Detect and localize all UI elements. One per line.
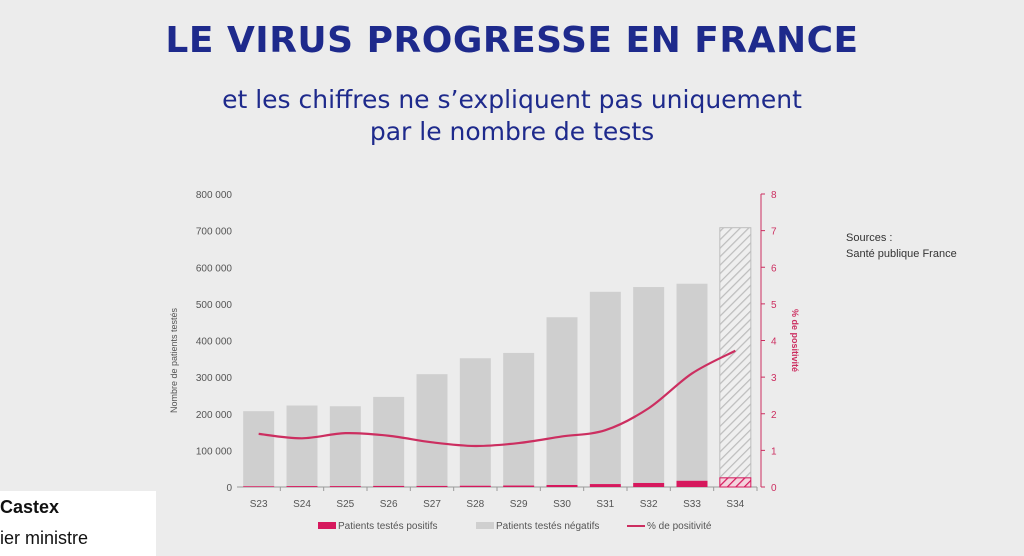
x-tick-label: S25 xyxy=(336,499,354,510)
x-tick-label: S24 xyxy=(293,499,311,510)
legend-label: % de positivité xyxy=(647,521,712,532)
chart-line xyxy=(258,349,736,448)
bar-positifs xyxy=(719,477,752,488)
bar-positifs xyxy=(373,485,405,487)
right-axis-label: % de positivité xyxy=(790,309,800,372)
bar-negatifs xyxy=(286,405,318,487)
chart-axes: 0 100 000 200 000 300 000 400 000 500 000 600 … xyxy=(169,190,800,510)
x-tick-label: S26 xyxy=(380,499,398,510)
right-tick-label: 1 xyxy=(771,446,777,457)
right-tick-label: 5 xyxy=(771,300,777,311)
bar-positifs xyxy=(416,485,448,487)
sources-note: Sources : Santé publique France xyxy=(846,230,957,262)
right-tick-label: 0 xyxy=(771,483,777,494)
bar-negatifs xyxy=(329,406,361,487)
x-tick-label: S33 xyxy=(683,499,701,510)
sources-name: Santé publique France xyxy=(846,248,957,260)
positivity-line xyxy=(258,349,736,448)
chart-title: LE VIRUS PROGRESSE EN FRANCE xyxy=(165,20,859,61)
right-tick-label: 3 xyxy=(771,373,777,384)
right-tick-label: 4 xyxy=(771,337,777,348)
bar-negatifs xyxy=(633,287,665,483)
x-tick-label: S34 xyxy=(726,499,744,510)
bar-positifs xyxy=(546,484,578,487)
y-tick-label: 500 000 xyxy=(196,300,233,311)
bar-positifs xyxy=(243,486,275,487)
subtitle-line-2: par le nombre de tests xyxy=(369,117,655,146)
bar-positifs xyxy=(676,480,708,487)
legend-label: Patients testés négatifs xyxy=(496,521,599,532)
bar-positifs xyxy=(633,482,665,487)
bar-negatifs xyxy=(243,411,275,487)
bar-negatifs xyxy=(459,358,491,486)
bar-negatifs xyxy=(546,317,578,485)
speaker-name: Castex xyxy=(0,497,60,517)
bar-negatifs xyxy=(589,291,621,485)
y-tick-label: 800 000 xyxy=(196,190,233,201)
x-tick-label: S28 xyxy=(466,499,484,510)
y-tick-label: 300 000 xyxy=(196,373,233,384)
bar-positifs xyxy=(589,484,621,487)
speaker-caption: Castex ier ministre xyxy=(0,491,156,556)
x-tick-label: S30 xyxy=(553,499,571,510)
y-tick-label: 700 000 xyxy=(196,227,233,238)
y-tick-label: 200 000 xyxy=(196,410,233,421)
y-tick-label: 100 000 xyxy=(196,446,233,457)
legend-swatch xyxy=(476,522,494,529)
bar-positifs xyxy=(503,485,535,487)
y-tick-label: 0 xyxy=(226,483,232,494)
bar-negatifs xyxy=(719,227,752,479)
subtitle-line-1: et les chiffres ne s’expliquent pas uniq… xyxy=(222,85,802,114)
x-tick-label: S31 xyxy=(596,499,614,510)
right-tick-label: 7 xyxy=(771,227,777,238)
right-tick-label: 6 xyxy=(771,263,777,274)
chart-subtitle: et les chiffres ne s’expliquent pas uniq… xyxy=(0,84,1024,148)
bar-negatifs xyxy=(503,352,535,486)
legend-swatch xyxy=(318,522,336,529)
speaker-role: ier ministre xyxy=(0,528,89,548)
bar-negatifs xyxy=(416,374,448,486)
x-tick-label: S29 xyxy=(510,499,528,510)
sources-label: Sources : xyxy=(846,232,893,244)
right-tick-label: 8 xyxy=(771,190,777,201)
chart-bars xyxy=(243,227,752,488)
bar-positifs xyxy=(286,486,318,487)
bar-positifs xyxy=(329,486,361,487)
x-tick-label: S23 xyxy=(250,499,268,510)
right-tick-label: 2 xyxy=(771,410,777,421)
x-tick-label: S32 xyxy=(640,499,658,510)
y-tick-label: 600 000 xyxy=(196,263,233,274)
y-tick-label: 400 000 xyxy=(196,337,233,348)
x-tick-label: S27 xyxy=(423,499,441,510)
y-axis-label: Nombre de patients testés xyxy=(169,307,179,413)
bar-negatifs xyxy=(373,396,405,486)
bar-positifs xyxy=(459,485,491,487)
chart-legend: Patients testés positifs Patients testés … xyxy=(318,521,712,532)
legend-label: Patients testés positifs xyxy=(338,521,438,532)
